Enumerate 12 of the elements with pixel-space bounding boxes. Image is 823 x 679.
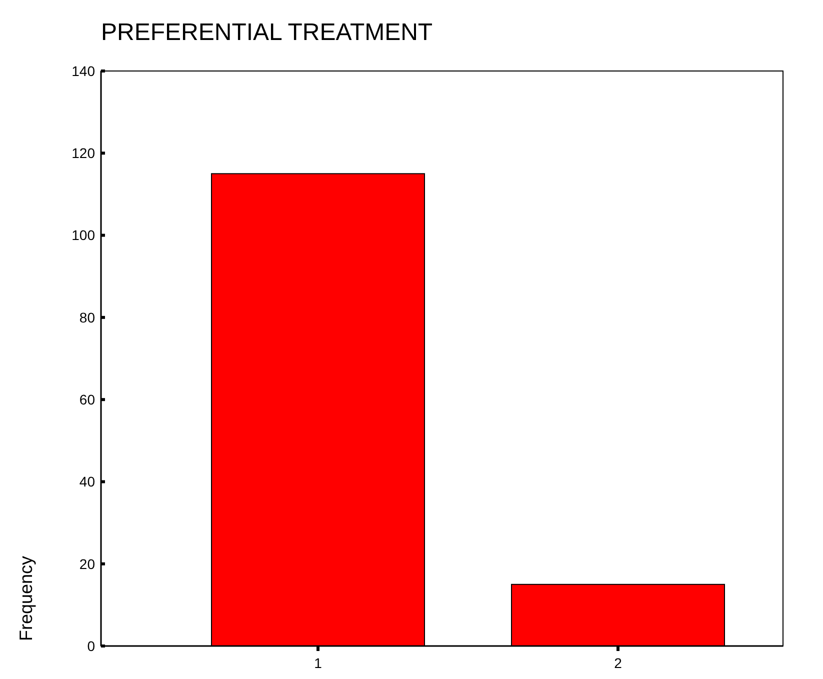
y-tick-label: 0 bbox=[87, 638, 96, 654]
y-tick-label: 40 bbox=[79, 474, 96, 490]
y-tick-label: 140 bbox=[72, 62, 96, 79]
y-tick-label: 100 bbox=[72, 227, 96, 244]
chart-title: PREFERENTIAL TREATMENT bbox=[101, 19, 433, 46]
y-tick-label: 60 bbox=[79, 391, 96, 408]
x-tick-label: 1 bbox=[314, 655, 322, 671]
y-tick-label: 120 bbox=[72, 145, 96, 162]
y-axis-title: Frequency bbox=[16, 556, 36, 642]
y-tick-label: 20 bbox=[79, 556, 96, 572]
y-tick-label: 80 bbox=[79, 309, 96, 326]
x-tick-label: 2 bbox=[614, 655, 622, 671]
